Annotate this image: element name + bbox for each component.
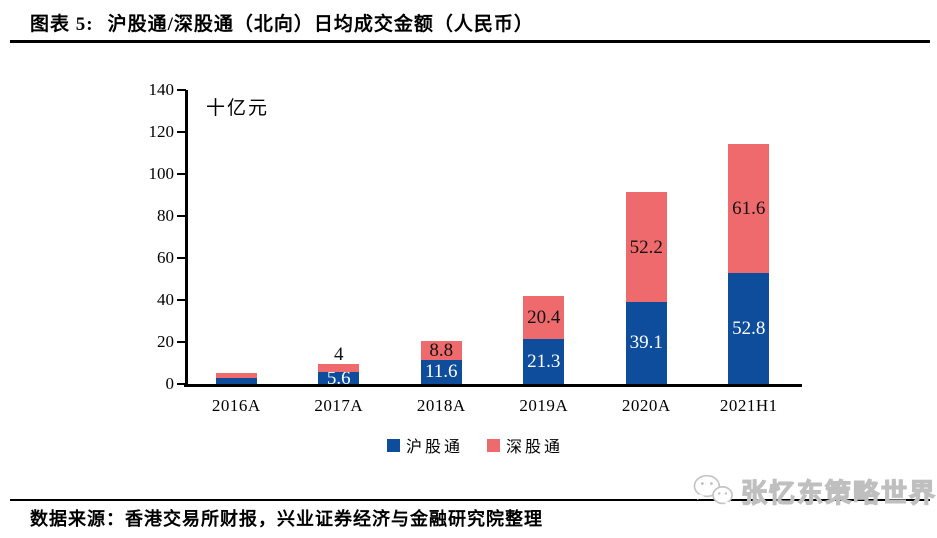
y-axis-tick-label: 40	[157, 290, 174, 309]
bar-value-label: 39.1	[629, 332, 663, 354]
y-axis-tick-label: 20	[157, 332, 174, 351]
bar-segment-hugutong	[728, 273, 770, 384]
bar-segment-hugutong	[318, 372, 360, 384]
figure-title: 图表 5: 沪股通/深股通（北向）日均成交金额（人民币）	[30, 9, 910, 36]
y-axis-tick-label: 80	[157, 206, 174, 225]
chart-legend: 沪股通 深股通	[150, 433, 800, 457]
legend-label: 深股通	[506, 439, 564, 456]
bar-value-label: 20.4	[527, 307, 561, 329]
wechat-icon	[693, 474, 733, 507]
footer-divider	[10, 499, 930, 501]
legend-label: 沪股通	[405, 439, 463, 456]
y-axis-tick	[177, 383, 186, 385]
y-axis-tick-label: 100	[148, 164, 175, 183]
y-axis-tick	[177, 341, 186, 343]
bar-value-label: 52.2	[629, 236, 663, 258]
y-axis-tick	[177, 299, 186, 301]
figure-heading: 沪股通/深股通（北向）日均成交金额（人民币）	[107, 14, 534, 35]
x-axis-category-label: 2018A	[416, 396, 466, 415]
bar-segment-shengutong	[215, 373, 257, 378]
y-axis-tick-label: 0	[165, 374, 175, 393]
figure-number-label: 图表 5:	[30, 14, 94, 35]
bar-segment-shengutong	[728, 143, 770, 274]
y-axis-tick	[177, 257, 186, 259]
y-axis-unit-label: 十亿元	[206, 98, 270, 119]
x-axis-category-label: 2017A	[314, 396, 364, 415]
y-axis-tick-label: 120	[148, 122, 175, 141]
bar-value-label: 4	[334, 343, 344, 365]
x-axis-category-label: 2020A	[621, 396, 671, 415]
y-axis-tick	[177, 89, 186, 91]
legend-swatch	[487, 438, 500, 452]
bar-segment-shengutong	[420, 341, 462, 360]
y-axis-tick	[177, 131, 186, 133]
watermark: 张忆东策略世界	[692, 468, 937, 514]
bar-segment-shengutong	[523, 296, 565, 340]
x-axis-category-label: 2016A	[211, 396, 261, 415]
y-axis-line	[185, 90, 188, 384]
bar-segment-hugutong	[523, 339, 565, 384]
bar-value-label: 52.8	[732, 318, 766, 340]
bar-value-label: 11.6	[424, 361, 458, 383]
bar-value-label: 5.6	[326, 367, 351, 389]
title-divider	[10, 40, 930, 43]
bar-value-label: 8.8	[429, 339, 454, 361]
data-source: 数据来源：香港交易所财报，兴业证券经济与金融研究院整理	[30, 509, 543, 529]
legend-swatch	[386, 438, 400, 452]
x-axis-category-label: 2019A	[519, 396, 569, 415]
x-axis-line	[184, 384, 802, 387]
legend-item-shengutong: 深股通	[487, 433, 563, 457]
y-axis-tick	[177, 215, 186, 217]
bar-segment-hugutong	[215, 377, 257, 384]
x-axis-category-label: 2021H1	[719, 396, 778, 415]
bar-segment-shengutong	[625, 192, 667, 302]
bar-segment-shengutong	[318, 363, 360, 373]
legend-item-hugutong: 沪股通	[386, 433, 463, 457]
y-axis-tick	[177, 173, 186, 175]
y-axis-tick-label: 60	[157, 248, 174, 267]
bar-value-label: 61.6	[732, 197, 766, 219]
watermark-text: 张忆东策略世界	[740, 478, 937, 508]
bar-segment-hugutong	[625, 301, 667, 384]
bar-value-label: 21.3	[527, 351, 561, 373]
y-axis-tick-label: 140	[148, 80, 175, 99]
bar-segment-hugutong	[420, 359, 462, 384]
